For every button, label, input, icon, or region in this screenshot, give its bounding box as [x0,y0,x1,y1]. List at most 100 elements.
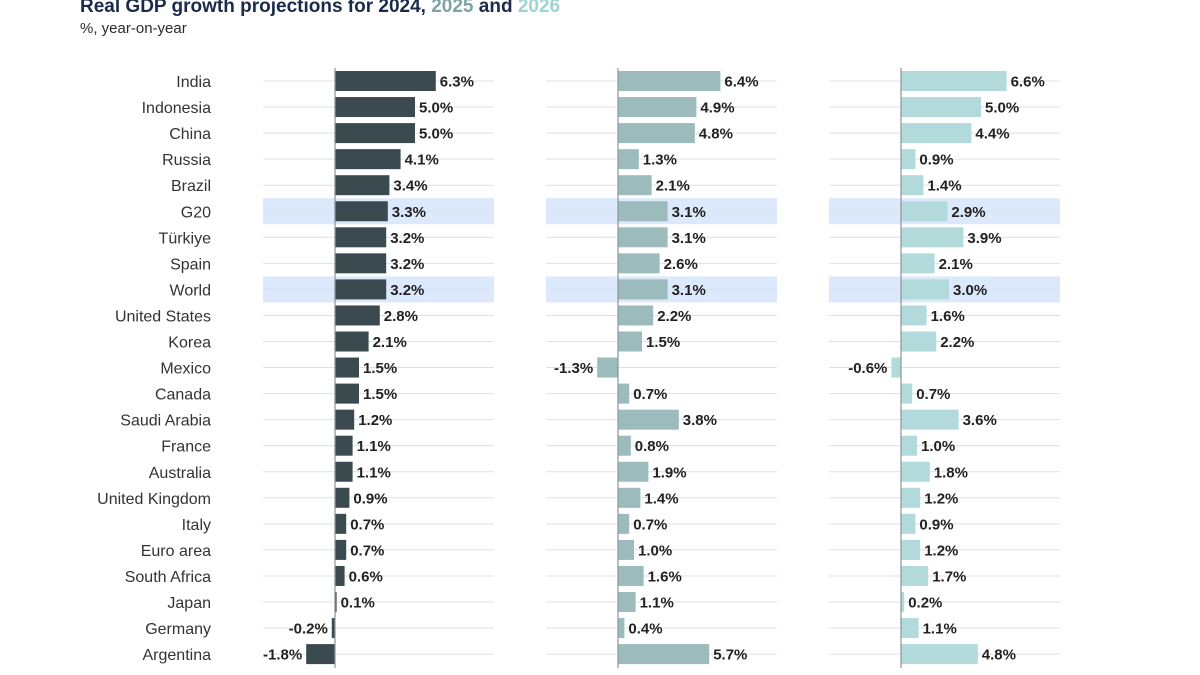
value-label: 1.4% [927,178,961,195]
bar-2026-south-africa [901,565,929,586]
bar-2024-türkiye [335,227,387,248]
value-label: 5.0% [985,100,1019,117]
value-label: 2.9% [951,204,985,221]
category-label: Germany [145,621,211,638]
category-label: France [161,439,211,456]
bar-2025-türkiye [618,227,668,248]
bar-2026-canada [901,383,913,404]
bar-2024-korea [335,331,369,352]
value-label: 1.7% [932,568,966,585]
value-label: 1.9% [652,464,686,481]
bar-2025-korea [618,331,642,352]
value-label: 1.1% [357,464,391,481]
value-label: 0.9% [353,490,387,507]
bar-2026-italy [901,513,916,534]
value-label: 2.1% [939,256,973,273]
bar-2025-japan [618,592,636,612]
bar-2024-russia [335,149,401,170]
value-label: 0.7% [633,516,667,533]
category-label: Japan [167,595,211,612]
category-label: Türkiye [159,230,212,247]
value-label: 4.4% [975,126,1009,143]
value-label: 1.8% [934,464,968,481]
value-label: 5.0% [419,126,453,143]
bar-2024-spain [335,253,387,274]
value-label: 3.2% [390,282,424,299]
value-label: 4.8% [699,126,733,143]
bar-2026-korea [901,331,937,352]
value-label: 1.5% [363,360,397,377]
title-year-2025: 2025 [431,0,474,17]
value-label: 1.0% [921,438,955,455]
value-label: 0.7% [350,542,384,559]
category-label: G20 [181,204,211,221]
value-label: 2.1% [373,334,407,351]
value-label: 2.2% [940,334,974,351]
value-label: 4.1% [405,152,439,169]
bar-2025-france [618,435,631,456]
bar-2025-germany [618,618,625,639]
category-label: Mexico [160,361,211,378]
value-label: 6.4% [724,74,758,91]
value-label: 3.1% [672,282,706,299]
value-label: 3.1% [672,204,706,221]
bar-2026-russia [901,149,916,170]
value-label: 0.1% [341,595,375,612]
bar-2025-united-kingdom [618,487,641,508]
bar-2026-germany [901,618,919,639]
bar-2024-australia [335,461,353,482]
bar-2026-spain [901,253,935,274]
category-label: India [176,74,211,91]
bar-2025-china [618,123,695,144]
bar-2026-china [901,123,972,144]
value-label: 5.0% [419,100,453,117]
value-label: 3.4% [393,178,427,195]
value-label: 0.6% [349,568,383,585]
value-label: 0.7% [633,386,667,403]
value-label: 3.0% [953,282,987,299]
bar-2026-euro-area [901,539,921,560]
bar-2026-australia [901,461,930,482]
value-label: 3.2% [390,230,424,247]
value-label: 0.4% [628,621,662,638]
bar-2026-world [901,279,949,300]
bar-2026-united-states [901,305,927,326]
bar-2024-euro-area [335,539,347,560]
value-label: 5.7% [713,647,747,664]
category-label: South Africa [125,569,211,586]
value-label: -1.3% [554,360,593,377]
bar-2025-g20 [618,201,668,222]
bar-2026-france [901,435,917,456]
bar-2026-türkiye [901,227,964,248]
category-label: Korea [168,335,211,352]
chart-title: Real GDP growth projections for 2024, 20… [80,0,560,18]
bar-2025-australia [618,461,649,482]
bar-2025-indonesia [618,97,697,118]
bar-2025-argentina [618,644,710,665]
value-label: 1.6% [648,568,682,585]
bar-2024-india [335,71,436,91]
category-label: Australia [149,465,211,482]
bar-2024-united-states [335,305,380,326]
value-label: 2.1% [656,178,690,195]
bar-2026-g20 [901,201,948,222]
bar-2024-world [335,279,387,300]
category-label: United Kingdom [97,491,211,508]
value-label: 2.8% [384,308,418,325]
bar-2026-mexico [891,357,901,378]
bar-2025-russia [618,149,639,170]
bar-2026-argentina [901,644,978,665]
value-label: 3.2% [390,256,424,273]
bar-2026-india [901,71,1007,91]
category-label: Russia [162,152,211,169]
bar-2026-united-kingdom [901,487,921,508]
category-label: Canada [155,387,211,404]
value-label: 1.1% [923,621,957,638]
value-label: 1.2% [924,542,958,559]
value-label: 1.0% [638,542,672,559]
value-label: 0.9% [919,516,953,533]
value-label: 3.3% [392,204,426,221]
bar-2024-japan [335,592,337,612]
bar-2026-indonesia [901,97,981,118]
